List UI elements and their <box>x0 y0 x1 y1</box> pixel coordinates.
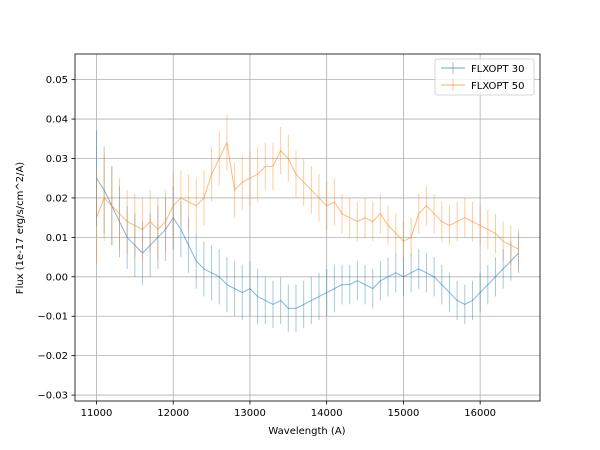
legend: FLXOPT 30 FLXOPT 50 <box>434 58 535 96</box>
y-tick-label: −0.03 <box>37 391 68 402</box>
x-axis-label: Wavelength (A) <box>268 426 345 437</box>
y-tick-label: −0.01 <box>37 312 68 323</box>
y-tick-label: 0.04 <box>46 115 68 126</box>
y-tick-label: −0.02 <box>37 351 68 362</box>
series-flxopt-30 <box>95 130 520 332</box>
ticks: 11000 12000 13000 14000 15000 16000 −0.03 −0.02… <box>37 75 496 419</box>
y-axis-label: Flux (1e-17 erg/s/cm^2/A) <box>15 162 26 294</box>
legend-label-flxopt30: FLXOPT 30 <box>471 64 524 75</box>
y-tick-label: 0.05 <box>46 75 68 86</box>
x-tick-label: 14000 <box>311 408 343 419</box>
x-tick-label: 15000 <box>388 408 420 419</box>
x-tick-label: 13000 <box>234 408 266 419</box>
series-line <box>96 141 519 250</box>
x-tick-label: 12000 <box>157 408 189 419</box>
series-layer <box>95 115 520 332</box>
grid <box>75 54 540 401</box>
y-tick-label: 0.03 <box>46 154 68 165</box>
legend-box <box>434 58 535 96</box>
x-tick-label: 11000 <box>81 408 113 419</box>
legend-label-flxopt50: FLXOPT 50 <box>471 81 524 92</box>
series-line <box>96 177 519 309</box>
y-tick-label: 0.02 <box>46 193 68 204</box>
plot-frame <box>74 53 541 402</box>
series-flxopt-50 <box>95 115 520 269</box>
y-tick-label: 0.00 <box>46 272 68 283</box>
x-tick-label: 16000 <box>464 408 496 419</box>
y-tick-label: 0.01 <box>46 233 68 244</box>
